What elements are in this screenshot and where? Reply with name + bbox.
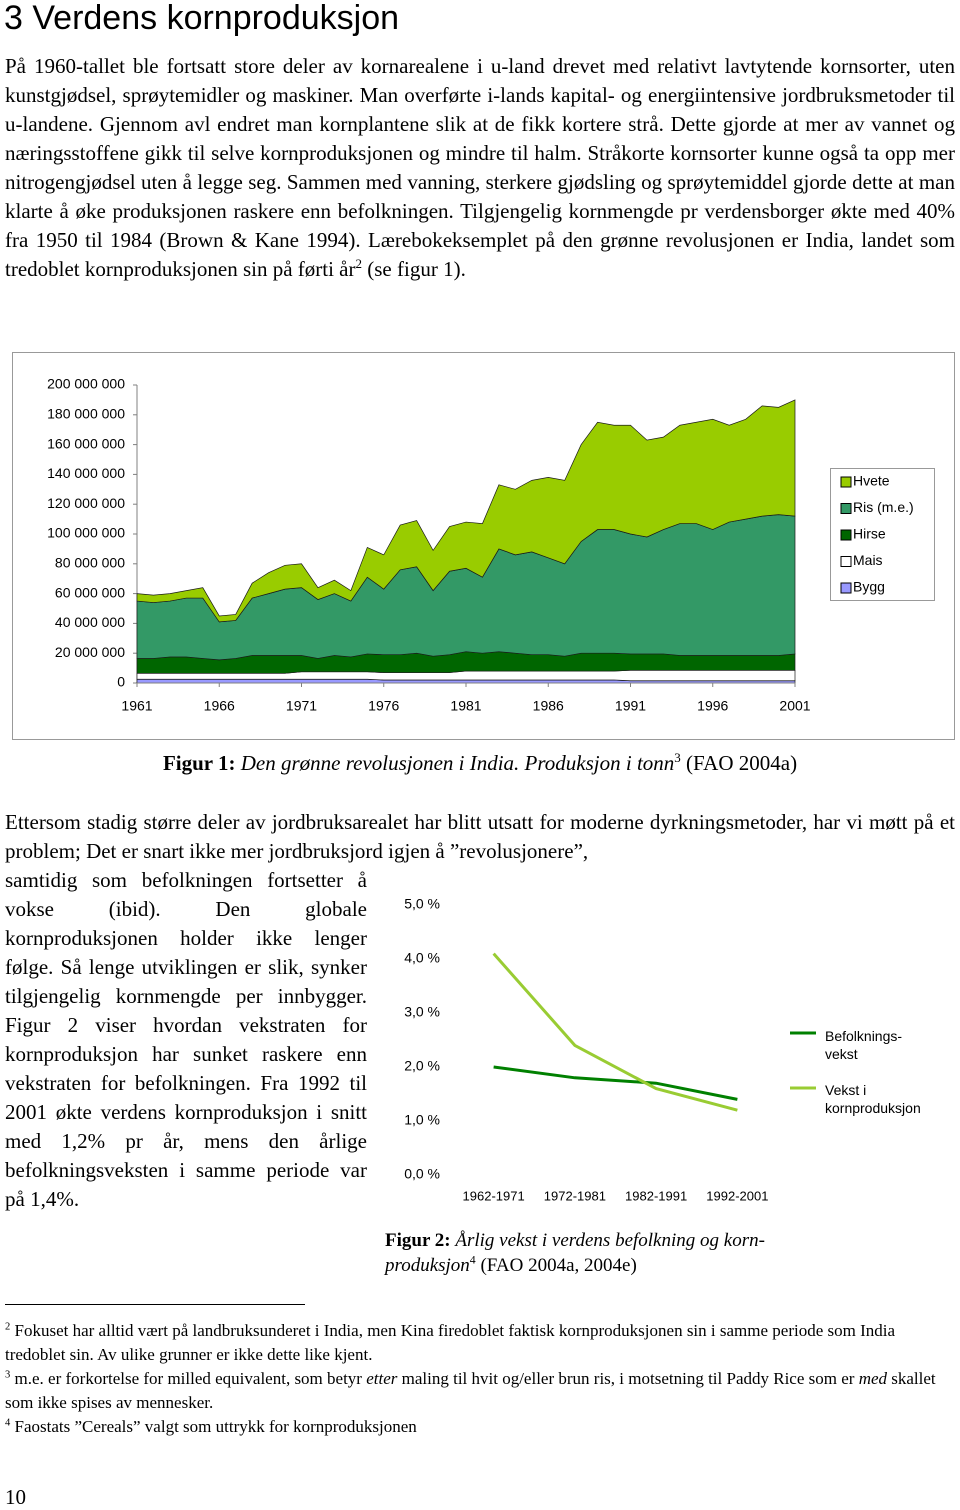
caption-label: Figur 2: <box>385 1230 451 1251</box>
y-tick-label: 40 000 000 <box>55 614 125 630</box>
legend-swatch <box>840 529 852 541</box>
x-tick-label: 1972-1981 <box>544 1188 606 1203</box>
page-number: 10 <box>5 1485 26 1509</box>
footnote-text: Faostats ”Cereals” valgt som uttrykk for… <box>14 1417 417 1436</box>
figure-caption: Figur 1: Den grønne revolusjonen i India… <box>0 748 960 778</box>
footnote-text: m.e. er forkortelse for milled equivalen… <box>14 1369 367 1388</box>
y-tick-label: 160 000 000 <box>47 435 125 451</box>
line <box>493 1065 738 1101</box>
legend-label: Vekst i kornproduksjon <box>825 1082 921 1116</box>
y-tick-label: 5,0 % <box>404 896 440 912</box>
y-tick-label: 4,0 % <box>404 950 440 966</box>
area <box>136 399 796 623</box>
legend-label: Mais <box>853 552 883 568</box>
legend-label: Hirse <box>853 526 886 542</box>
legend-swatch <box>840 476 852 488</box>
text: (se figur 1). <box>362 257 466 281</box>
x-tick-label: 1981 <box>450 698 481 714</box>
y-tick-label: 2,0 % <box>404 1058 440 1074</box>
footnote: 2 Fokuset har alltid vært på landbruksun… <box>5 1319 955 1367</box>
footnote-ref: 3 <box>674 750 681 765</box>
y-tick-label: 140 000 000 <box>47 465 125 481</box>
y-tick-label: 0,0 % <box>404 1166 440 1182</box>
footnote-text: skallet som ikke spises av mennesker. <box>5 1369 936 1412</box>
x-tick-label: 1991 <box>615 698 646 714</box>
x-tick-label: 1982-1991 <box>625 1188 687 1203</box>
y-tick-label: 120 000 000 <box>47 495 125 511</box>
y-tick-label: 1,0 % <box>404 1112 440 1128</box>
x-tick-label: 1996 <box>697 698 728 714</box>
footnotes: 2 Fokuset har alltid vært på landbruksun… <box>5 1319 955 1439</box>
y-tick-label: 100 000 000 <box>47 525 125 541</box>
y-tick-label: 20 000 000 <box>55 644 125 660</box>
x-tick-label: 1976 <box>368 698 399 714</box>
footnote: 3 m.e. er forkortelse for milled equival… <box>5 1367 955 1415</box>
paragraph-column: samtidig som befolkningen fortsetter å v… <box>5 868 367 1211</box>
footnote-text: etter <box>366 1369 398 1388</box>
footnote-rule <box>5 1304 305 1305</box>
text: På 1960-tallet ble fortsatt store deler … <box>5 54 955 281</box>
legend-label: Hvete <box>853 473 890 489</box>
y-tick-label: 0 <box>117 674 125 690</box>
caption-source: (FAO 2004a, 2004e) <box>475 1255 637 1276</box>
x-tick-label: 1961 <box>121 698 152 714</box>
legend-swatch <box>840 582 852 594</box>
footnote-ref: 2 <box>355 256 363 271</box>
x-tick-label: 1966 <box>204 698 235 714</box>
legend-label: Bygg <box>853 579 885 595</box>
legend-swatch <box>840 503 852 514</box>
footnote-mark: 3 <box>5 1369 11 1381</box>
x-tick-label: 1986 <box>533 698 564 714</box>
y-tick-label: 80 000 000 <box>55 555 125 571</box>
figure-2-chart: 0,0 % 1,0 % 2,0 % 3,0 % 4,0 % 5,0 % 1962-1971 1… <box>404 896 816 1203</box>
paragraph: På 1960-tallet ble fortsatt store deler … <box>5 52 955 284</box>
footnote-text: Fokuset har alltid vært på landbruksunde… <box>5 1321 896 1364</box>
x-tick-label: 1962-1971 <box>463 1188 525 1203</box>
caption-text: Årlig vekst i verdens befolkning og korn… <box>385 1230 765 1276</box>
y-tick-label: 3,0 % <box>404 1004 440 1020</box>
footnote-mark: 4 <box>5 1417 11 1429</box>
legend-swatch <box>840 556 852 567</box>
figure-caption: Figur 2: Årlig vekst i verdens befolknin… <box>385 1228 815 1278</box>
legend-label: Ris (m.e.) <box>853 499 914 515</box>
caption-source: (FAO 2004a) <box>680 751 798 775</box>
caption-text: Den grønne revolusjonen i India. Produks… <box>235 751 675 775</box>
heading: 3 Verdens kornproduksjon <box>4 0 400 37</box>
paragraph: Ettersom stadig større deler av jordbruk… <box>5 810 955 863</box>
footnote-mark: 2 <box>5 1321 11 1333</box>
line <box>492 952 738 1112</box>
figure-1-chart: 0 20 000 000 40 000 000 60 000 000 80 000 00… <box>12 352 955 740</box>
y-tick-label: 200 000 000 <box>47 376 125 392</box>
legend-label: Befolknings-vekst <box>825 1028 903 1062</box>
footnote: 4 Faostats ”Cereals” valgt som uttrykk f… <box>5 1415 955 1439</box>
footnote-text: med <box>858 1369 888 1388</box>
x-tick-label: 1971 <box>286 698 317 714</box>
caption-label: Figur 1: <box>162 751 236 775</box>
x-tick-label: 2001 <box>779 698 810 714</box>
footnote-ref: 4 <box>469 1253 476 1267</box>
x-tick-label: 1992-2001 <box>706 1188 768 1203</box>
y-tick-label: 180 000 000 <box>47 406 125 422</box>
y-tick-label: 60 000 000 <box>55 584 125 600</box>
footnote-text: maling til hvit og/eller brun ris, i mot… <box>397 1369 859 1388</box>
